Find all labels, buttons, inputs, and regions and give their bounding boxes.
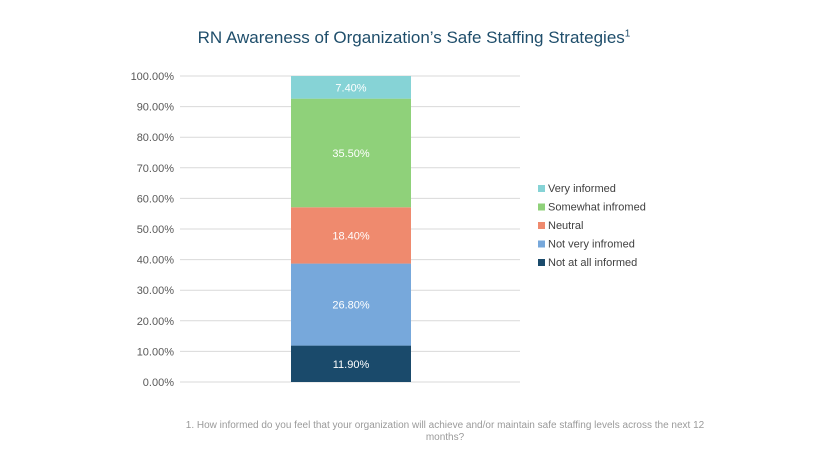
- legend-swatch: [538, 185, 545, 192]
- data-label: 11.90%: [333, 359, 370, 371]
- legend-item: Neutral: [538, 220, 583, 232]
- data-label: 7.40%: [335, 82, 366, 94]
- bar-segment: [291, 345, 411, 382]
- chart-title: RN Awareness of Organization’s Safe Staf…: [0, 28, 828, 48]
- stacked-bar: [291, 76, 411, 382]
- legend-item: Not at all informed: [538, 257, 637, 269]
- bar-segment: [291, 76, 411, 99]
- y-tick-label: 0.00%: [143, 377, 174, 389]
- legend: Very informed Somewhat infromed Neutral Not…: [538, 183, 646, 269]
- data-label: 35.50%: [332, 148, 370, 160]
- y-tick-label: 100.00%: [131, 71, 175, 83]
- segment-labels: 11.90% 26.80% 18.40% 35.50% 7.40%: [332, 82, 370, 370]
- title-footnote-marker: 1: [624, 28, 631, 40]
- y-tick-label: 30.00%: [137, 285, 175, 297]
- legend-item: Not very infromed: [538, 239, 635, 251]
- bar-segment: [291, 98, 411, 208]
- legend-label: Not very infromed: [548, 239, 635, 251]
- legend-label: Somewhat infromed: [548, 202, 646, 214]
- y-tick-label: 80.00%: [137, 132, 175, 144]
- legend-swatch: [538, 222, 545, 229]
- bar-segment: [291, 207, 411, 264]
- footnote: 1. How informed do you feel that your or…: [185, 420, 705, 443]
- data-label: 26.80%: [332, 300, 370, 312]
- legend-label: Neutral: [548, 220, 583, 232]
- y-tick-label: 20.00%: [137, 316, 175, 328]
- legend-swatch: [538, 203, 545, 211]
- y-tick-label: 10.00%: [137, 346, 175, 358]
- legend-swatch: [538, 259, 545, 266]
- y-tick-label: 90.00%: [137, 102, 175, 114]
- y-tick-label: 70.00%: [137, 163, 175, 175]
- y-tick-label: 50.00%: [137, 224, 175, 236]
- legend-item: Very informed: [538, 183, 616, 195]
- legend-item: Somewhat infromed: [538, 202, 646, 214]
- y-axis-ticks: 0.00% 10.00% 20.00% 30.00% 40.00% 50.00% 60.00…: [131, 71, 175, 389]
- y-tick-label: 40.00%: [137, 255, 175, 267]
- chart-title-text: RN Awareness of Organization’s Safe Staf…: [197, 28, 625, 47]
- legend-swatch: [538, 240, 545, 248]
- bar-segment: [291, 263, 411, 346]
- y-tick-label: 60.00%: [137, 193, 175, 205]
- legend-label: Very informed: [548, 183, 616, 195]
- chart-plot: 0.00% 10.00% 20.00% 30.00% 40.00% 50.00% 60.00…: [131, 71, 646, 389]
- data-label: 18.40%: [332, 230, 370, 242]
- legend-label: Not at all informed: [548, 257, 637, 269]
